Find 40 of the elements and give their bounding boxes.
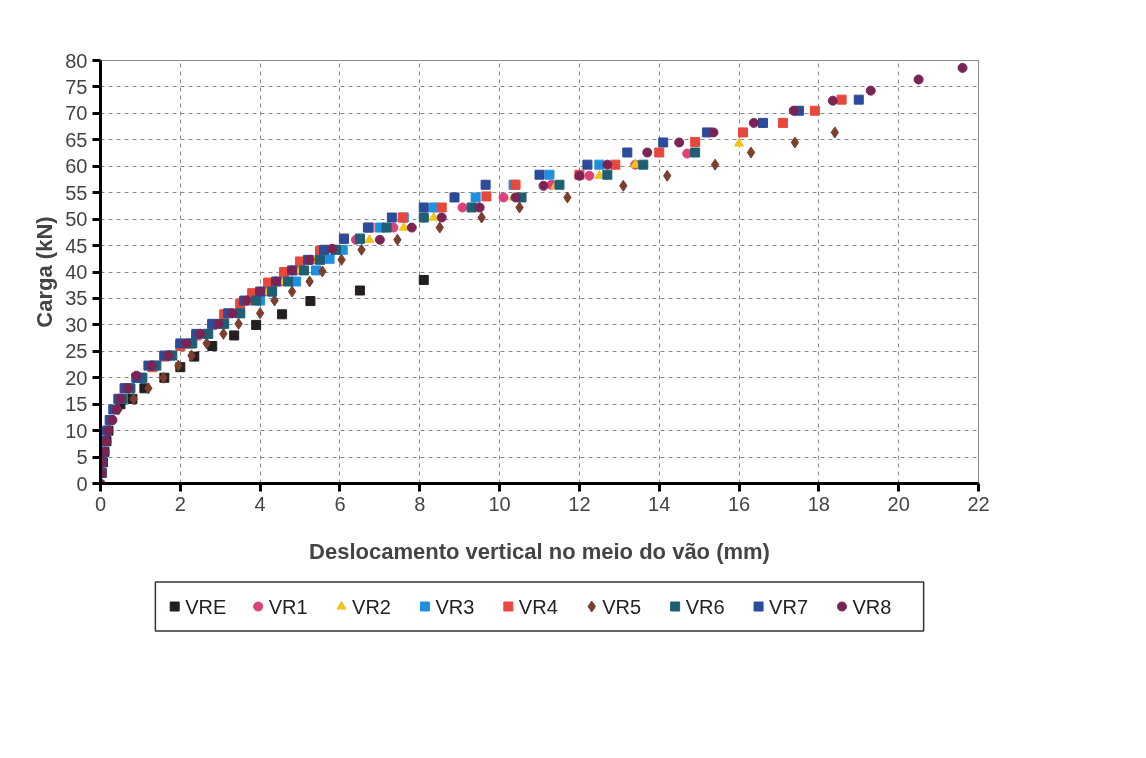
y-tick-label: 75 [65, 75, 88, 98]
x-axis-title: Deslocamento vertical no meio do vão (mm) [309, 538, 770, 564]
legend-label: VR1 [268, 595, 308, 618]
legend-label: VRE [185, 595, 227, 618]
y-tick-label: 40 [65, 261, 88, 283]
y-tick-label: 65 [65, 128, 88, 151]
x-tick-label: 0 [94, 492, 107, 515]
y-tick-label: 10 [65, 419, 88, 442]
legend-label: VR8 [852, 595, 892, 618]
y-tick-label: 0 [76, 472, 88, 495]
x-tick-label: 4 [254, 492, 266, 515]
y-tick-label: 30 [65, 313, 88, 336]
y-axis-title: Carga (kN) [32, 216, 58, 328]
y-tick-label: 60 [65, 155, 88, 178]
y-tick-label: 70 [65, 102, 88, 125]
legend-label: VR5 [602, 595, 642, 618]
x-tick-label: 8 [414, 492, 426, 515]
x-tick-label: 22 [967, 492, 990, 515]
legend-label: VR7 [769, 595, 808, 618]
legend-label: VR3 [435, 595, 475, 618]
legend-label: VR4 [518, 595, 558, 618]
legend-label: VR6 [685, 595, 725, 618]
x-tick-label: 10 [488, 492, 511, 515]
y-tick-label: 50 [65, 208, 88, 231]
legend-label: VR2 [352, 595, 391, 618]
y-tick-label: 15 [65, 393, 88, 416]
y-tick-label: 20 [65, 366, 88, 389]
x-tick-label: 16 [727, 492, 751, 515]
x-tick-label: 6 [334, 492, 346, 515]
y-tick-label: 80 [65, 49, 88, 72]
x-tick-label: 18 [807, 492, 830, 515]
x-tick-label: 2 [174, 492, 186, 515]
y-tick-label: 55 [65, 181, 88, 204]
y-tick-label: 35 [65, 287, 88, 310]
y-tick-label: 45 [65, 234, 88, 257]
x-tick-label: 20 [887, 492, 910, 515]
x-tick-label: 12 [568, 492, 591, 515]
x-tick-label: 14 [648, 492, 671, 515]
y-tick-label: 25 [65, 340, 88, 363]
y-tick-label: 5 [76, 446, 88, 469]
